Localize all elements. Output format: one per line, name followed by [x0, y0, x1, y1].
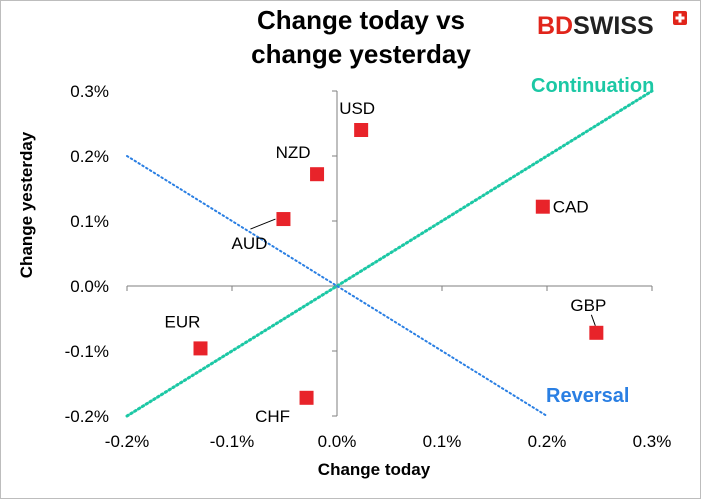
- swiss-cross-icon: [673, 11, 687, 25]
- x-tick-label: -0.2%: [105, 432, 149, 451]
- point-cad-marker: [535, 199, 550, 214]
- y-tick-label: -0.1%: [65, 342, 109, 361]
- reversal-annotation: Reversal: [546, 385, 629, 407]
- chart-title-line-2: change yesterday: [251, 39, 471, 69]
- gbp-leader-line: [590, 314, 596, 326]
- point-cad-label: CAD: [553, 198, 589, 217]
- data-points: [193, 123, 604, 405]
- y-axis-ticks: [332, 90, 337, 417]
- x-tick-label: 0.0%: [318, 432, 357, 451]
- x-axis-title: Change today: [318, 460, 431, 479]
- y-axis-title: Change yesterday: [17, 131, 36, 278]
- y-tick-label: 0.2%: [70, 147, 109, 166]
- point-aud-label: AUD: [231, 234, 267, 253]
- point-eur-label: EUR: [165, 312, 201, 331]
- y-tick-label: -0.2%: [65, 407, 109, 426]
- x-axis-tick-labels: -0.2% -0.1% 0.0% 0.1% 0.2% 0.3%: [105, 432, 672, 451]
- point-nzd-marker: [310, 167, 325, 182]
- data-point-labels: USD NZD AUD CAD GBP EUR CHF: [165, 99, 607, 426]
- aud-leader-line: [250, 218, 276, 230]
- brand-name-part-1: BD: [537, 12, 573, 40]
- continuation-line: [125, 89, 654, 418]
- reversal-line: [126, 155, 548, 417]
- point-usd-label: USD: [339, 99, 375, 118]
- y-tick-label: 0.3%: [70, 82, 109, 101]
- chart-title-line-1: Change today vs: [257, 5, 465, 35]
- x-tick-label: 0.2%: [528, 432, 567, 451]
- point-gbp-marker: [589, 325, 604, 340]
- brand-name-part-2: SWISS: [573, 12, 654, 40]
- brand-logo: BDSWISS: [537, 11, 687, 40]
- brand-name: BDSWISS: [537, 12, 654, 40]
- point-chf-marker: [299, 390, 314, 405]
- point-aud-marker: [276, 212, 291, 227]
- y-tick-label: 0.1%: [70, 212, 109, 231]
- y-tick-label: 0.0%: [70, 277, 109, 296]
- x-axis-ticks: [126, 286, 653, 291]
- point-gbp-label: GBP: [570, 296, 606, 315]
- x-tick-label: 0.3%: [633, 432, 672, 451]
- point-nzd-label: NZD: [276, 143, 311, 162]
- point-eur-marker: [193, 341, 208, 356]
- x-tick-label: -0.1%: [210, 432, 254, 451]
- point-usd-marker: [354, 123, 369, 137]
- continuation-annotation: Continuation: [531, 75, 654, 97]
- point-chf-label: CHF: [255, 407, 290, 426]
- y-axis-tick-labels: -0.2% -0.1% 0.0% 0.1% 0.2% 0.3%: [65, 82, 109, 426]
- x-tick-label: 0.1%: [423, 432, 462, 451]
